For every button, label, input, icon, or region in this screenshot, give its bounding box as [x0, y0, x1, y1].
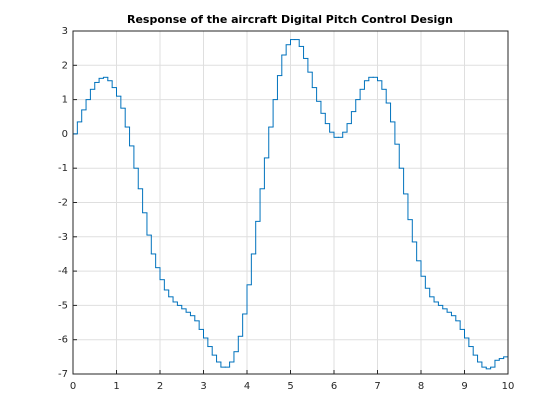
- x-tick-label: 10: [502, 381, 515, 392]
- y-tick-label: -7: [58, 369, 68, 380]
- y-tick-label: 1: [62, 95, 68, 106]
- x-tick-label: 1: [113, 381, 119, 392]
- y-tick-label: 2: [62, 60, 68, 71]
- x-tick-label: 8: [418, 381, 424, 392]
- y-tick-label: 3: [62, 26, 68, 37]
- x-tick-label: 7: [374, 381, 380, 392]
- axes-box: [72, 30, 509, 375]
- y-tick-label: -5: [58, 300, 68, 311]
- x-tick-label: 4: [244, 381, 250, 392]
- y-tick-label: -1: [58, 163, 68, 174]
- y-tick-label: 0: [62, 129, 68, 140]
- y-tick-label: -4: [58, 266, 68, 277]
- x-tick-label: 2: [157, 381, 163, 392]
- x-tick-label: 0: [70, 381, 76, 392]
- chart-title: Response of the aircraft Digital Pitch C…: [127, 13, 453, 26]
- y-tick-label: -6: [58, 335, 68, 346]
- y-tick-label: -2: [58, 198, 68, 209]
- x-tick-label: 3: [200, 381, 206, 392]
- x-tick-label: 5: [287, 381, 293, 392]
- y-tick-label: -3: [58, 232, 68, 243]
- x-tick-label: 9: [461, 381, 467, 392]
- x-tick-label: 6: [331, 381, 337, 392]
